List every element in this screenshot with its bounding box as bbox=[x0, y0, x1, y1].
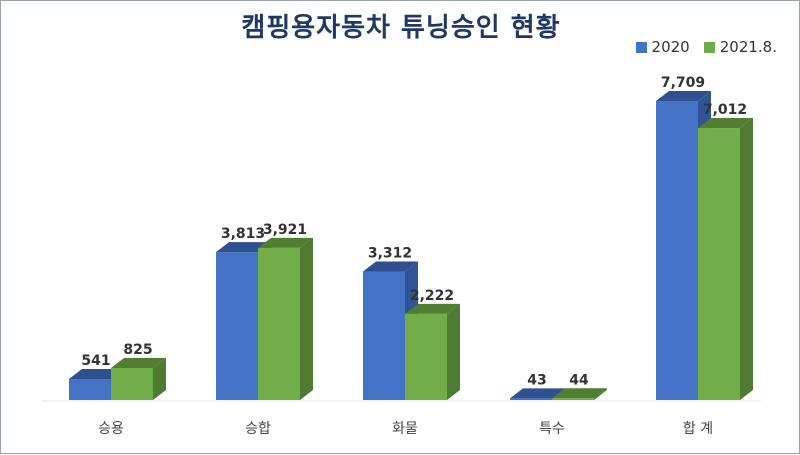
bar-top-1-1 bbox=[258, 237, 313, 248]
chart-title: 캠핑용자동차 튜닝승인 현황 bbox=[241, 13, 561, 43]
category-label-2: 화물 bbox=[392, 421, 418, 437]
bar-top-0-4 bbox=[656, 91, 711, 101]
bar-top-1-3 bbox=[552, 388, 607, 399]
value-label-0-2: 3,312 bbox=[368, 246, 412, 262]
value-label-0-1: 3,813 bbox=[221, 226, 265, 242]
bar-front-0-0 bbox=[69, 379, 111, 400]
category-label-3: 특수 bbox=[539, 421, 565, 437]
bar-front-1-2 bbox=[405, 313, 447, 400]
bar-front-1-0 bbox=[111, 368, 153, 400]
bar-side-1-2 bbox=[447, 303, 460, 400]
bar-top-0-3 bbox=[510, 388, 565, 399]
bar-front-1-3 bbox=[552, 398, 594, 400]
legend-swatch-2020 bbox=[635, 41, 647, 53]
bar-front-0-2 bbox=[363, 271, 405, 400]
value-label-0-4: 7,709 bbox=[661, 75, 705, 91]
bar-top-1-4 bbox=[698, 118, 753, 129]
category-label-1: 승합 bbox=[245, 421, 271, 437]
value-label-0-0: 541 bbox=[81, 353, 110, 369]
value-label-1-2: 2,222 bbox=[410, 288, 454, 304]
bar-side-1-4 bbox=[740, 118, 753, 401]
category-label-4: 합 계 bbox=[683, 421, 713, 437]
legend-label-2021: 2021.8. bbox=[719, 38, 777, 56]
legend-swatch-2021 bbox=[703, 41, 715, 53]
value-label-1-1: 3,921 bbox=[263, 222, 307, 238]
value-label-1-3: 44 bbox=[569, 372, 589, 388]
bar-front-0-4 bbox=[656, 101, 698, 400]
bar-front-0-3 bbox=[510, 398, 552, 400]
legend: 2020 2021.8. bbox=[635, 38, 777, 56]
bar-top-1-0 bbox=[111, 358, 166, 369]
bar-front-1-4 bbox=[698, 128, 740, 400]
bar-top-1-2 bbox=[405, 303, 460, 314]
bar-side-1-1 bbox=[300, 237, 313, 400]
legend-label-2020: 2020 bbox=[651, 38, 690, 56]
bar-top-0-1 bbox=[216, 242, 271, 253]
value-label-0-3: 43 bbox=[527, 372, 546, 388]
bar-front-0-1 bbox=[216, 252, 258, 400]
bar-front-1-1 bbox=[258, 247, 300, 400]
value-label-1-4: 7,012 bbox=[703, 102, 747, 118]
legend-item-2021: 2021.8. bbox=[703, 38, 777, 56]
bar-top-0-0 bbox=[69, 369, 124, 380]
bar-side-1-0 bbox=[153, 358, 166, 400]
legend-item-2020: 2020 bbox=[635, 38, 690, 56]
bar-side-1-3 bbox=[594, 388, 607, 400]
category-label-0: 승용 bbox=[98, 421, 124, 437]
value-label-1-0: 825 bbox=[123, 342, 152, 358]
bar-top-0-2 bbox=[363, 261, 418, 272]
